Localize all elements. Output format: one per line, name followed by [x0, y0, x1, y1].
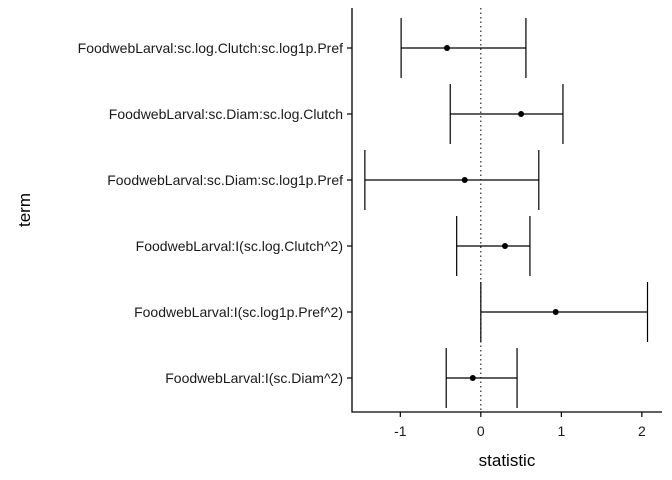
x-axis-title: statistic [479, 451, 536, 470]
estimate-point [444, 45, 451, 51]
estimate-point [469, 375, 476, 381]
y-tick-label: FoodwebLarval:I(sc.Diam^2) [165, 370, 343, 386]
y-tick-label: FoodwebLarval:I(sc.log1p.Pref^2) [134, 304, 343, 320]
y-tick-label: FoodwebLarval:I(sc.log.Clutch^2) [136, 238, 343, 254]
plot-area: -1 0 1 2 FoodwebLarval:sc.log.Clutch:sc.log1… [78, 8, 662, 439]
x-tick-label: 1 [557, 423, 565, 439]
estimate-point [461, 177, 468, 183]
y-tick-label: FoodwebLarval:sc.log.Clutch:sc.log1p.Pre… [78, 40, 343, 56]
x-tick-label: 2 [638, 423, 646, 439]
estimate-point [552, 309, 559, 315]
estimate-point [518, 111, 525, 117]
y-tick-label: FoodwebLarval:sc.Diam:sc.log.Clutch [109, 106, 343, 122]
y-tick-label: FoodwebLarval:sc.Diam:sc.log1p.Pref [107, 172, 343, 188]
estimate-point [501, 243, 508, 249]
x-tick-label: 0 [477, 423, 485, 439]
y-axis-title: term [15, 193, 34, 227]
x-tick-label: -1 [394, 423, 407, 439]
